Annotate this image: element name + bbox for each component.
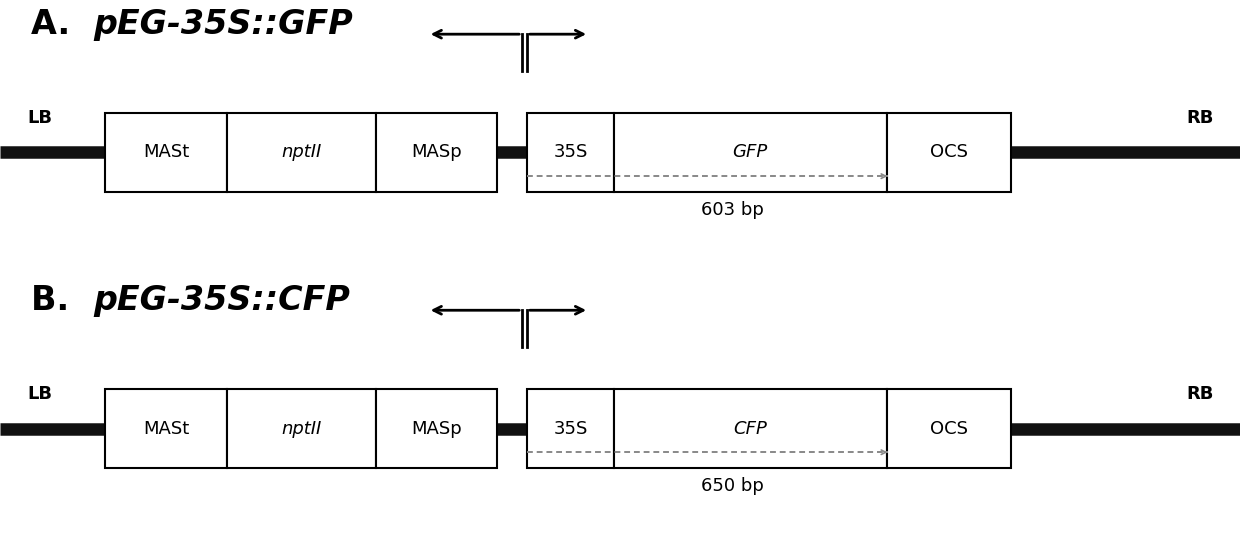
- Text: OCS: OCS: [930, 143, 967, 162]
- Text: GFP: GFP: [733, 143, 768, 162]
- Text: 650 bp: 650 bp: [701, 478, 764, 495]
- Text: 603 bp: 603 bp: [701, 202, 764, 219]
- Text: 35S: 35S: [553, 143, 588, 162]
- Bar: [614, 113, 887, 192]
- Text: RB: RB: [1187, 385, 1214, 403]
- Text: nptII: nptII: [281, 419, 321, 438]
- Text: LB: LB: [27, 109, 52, 127]
- Text: RB: RB: [1187, 109, 1214, 127]
- Text: MASt: MASt: [143, 419, 190, 438]
- Bar: [227, 113, 376, 192]
- Bar: [887, 389, 1011, 468]
- Text: pEG-35S::GFP: pEG-35S::GFP: [93, 8, 352, 41]
- Bar: [527, 113, 614, 192]
- Text: CFP: CFP: [733, 419, 768, 438]
- Bar: [887, 113, 1011, 192]
- Bar: [376, 113, 497, 192]
- Bar: [376, 389, 497, 468]
- Text: MASt: MASt: [143, 143, 190, 162]
- Text: 35S: 35S: [553, 419, 588, 438]
- Text: MASp: MASp: [412, 143, 461, 162]
- Bar: [614, 389, 887, 468]
- Text: pEG-35S::CFP: pEG-35S::CFP: [93, 284, 350, 317]
- Text: LB: LB: [27, 385, 52, 403]
- Text: A.: A.: [31, 8, 82, 41]
- Text: nptII: nptII: [281, 143, 321, 162]
- Text: B.: B.: [31, 284, 81, 317]
- Text: OCS: OCS: [930, 419, 967, 438]
- Bar: [105, 113, 227, 192]
- Bar: [527, 389, 614, 468]
- Bar: [105, 389, 227, 468]
- Bar: [227, 389, 376, 468]
- Text: MASp: MASp: [412, 419, 461, 438]
